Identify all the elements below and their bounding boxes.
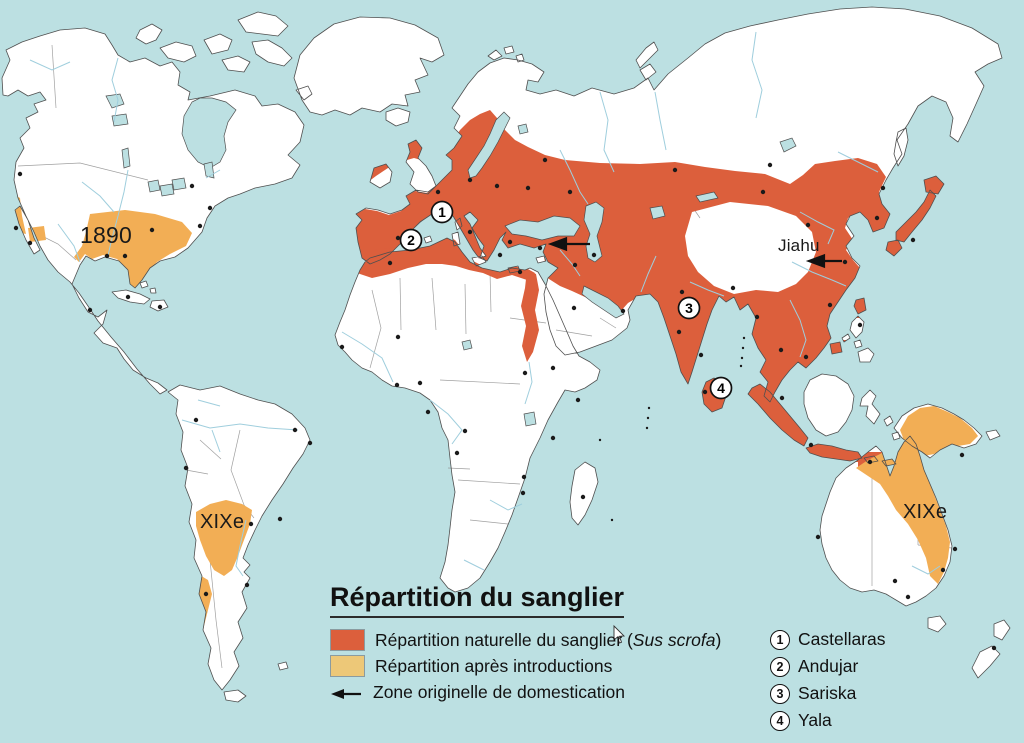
label-xixe-south-america: XIXe <box>200 511 245 533</box>
site-number-icon: 4 <box>770 710 790 731</box>
natural-range-swatch <box>330 629 365 651</box>
svg-text:1: 1 <box>438 204 446 220</box>
introduced-range-swatch <box>330 655 365 677</box>
marker-castellaras: 1 <box>430 200 454 224</box>
mouse-cursor <box>613 624 626 644</box>
marker-sariska: 3 <box>677 296 701 320</box>
site-name: Castellaras <box>798 629 886 649</box>
legend-natural-label: Répartition naturelle du sanglier (Sus s… <box>375 629 722 650</box>
legend-domestication-label: Zone originelle de domestication <box>373 681 625 702</box>
site-name: Yala <box>798 710 832 730</box>
marker-andujar: 2 <box>399 228 423 252</box>
site-yala: 4 Yala <box>770 707 886 734</box>
svg-text:3: 3 <box>685 300 693 316</box>
legend-title: Répartition du sanglier <box>330 582 625 618</box>
domestication-arrow-icon <box>330 685 363 699</box>
lakes-and-seas <box>105 93 797 427</box>
legend-introduced-label: Répartition après introductions <box>375 655 613 676</box>
marker-yala: 4 <box>709 376 733 400</box>
rivers <box>29 31 941 577</box>
label-1890: 1890 <box>80 222 132 248</box>
label-xixe-australia: XIXe <box>903 501 948 523</box>
legend-row-domestication: Zone originelle de domestication <box>330 679 721 705</box>
site-andujar: 2 Andujar <box>770 653 886 680</box>
site-number-icon: 2 <box>770 656 790 677</box>
site-sariska: 3 Sariska <box>770 680 886 707</box>
legend-row-introduced: Répartition après introductions <box>330 653 721 679</box>
site-name: Andujar <box>798 656 859 676</box>
domestication-arrows <box>547 236 842 269</box>
site-castellaras: 1 Castellaras <box>770 626 886 653</box>
legend-row-natural: Répartition naturelle du sanglier (Sus s… <box>330 627 721 653</box>
legend: Répartition du sanglier Répartition natu… <box>330 582 721 705</box>
city-dots <box>13 157 997 651</box>
svg-text:2: 2 <box>407 232 415 248</box>
site-number-icon: 1 <box>770 629 790 650</box>
site-name: Sariska <box>798 683 857 703</box>
site-list: 1 Castellaras 2 Andujar 3 Sariska 4 Yala <box>770 626 886 734</box>
map-markers: 1 2 3 4 <box>399 200 733 400</box>
label-jiahu: Jiahu <box>778 236 820 255</box>
svg-text:4: 4 <box>717 380 725 396</box>
site-number-icon: 3 <box>770 683 790 704</box>
